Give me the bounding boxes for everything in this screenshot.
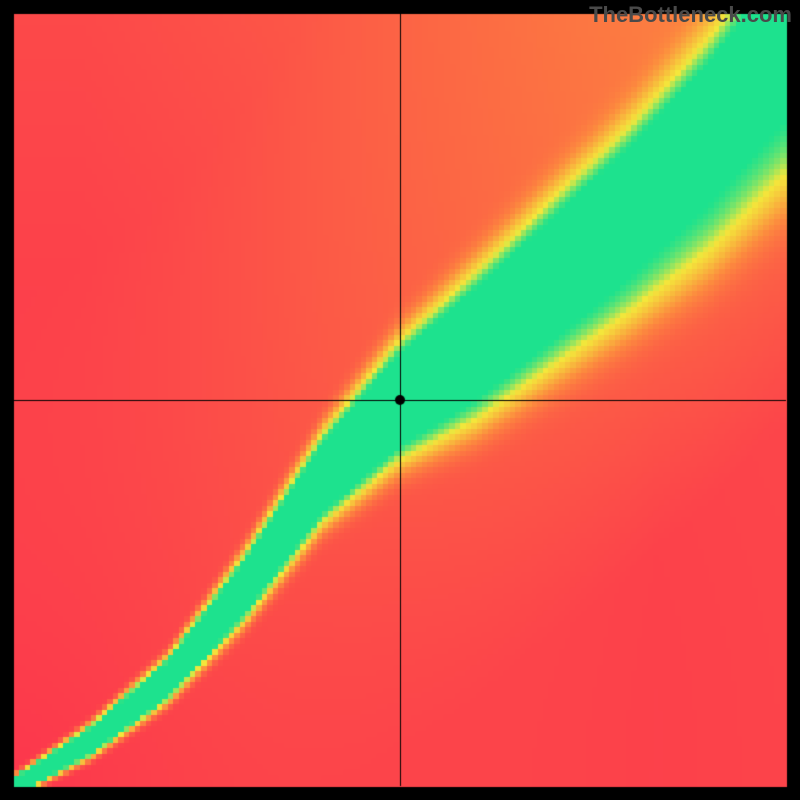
bottleneck-heatmap (0, 0, 800, 800)
watermark-text: TheBottleneck.com (589, 2, 792, 28)
chart-container: TheBottleneck.com (0, 0, 800, 800)
